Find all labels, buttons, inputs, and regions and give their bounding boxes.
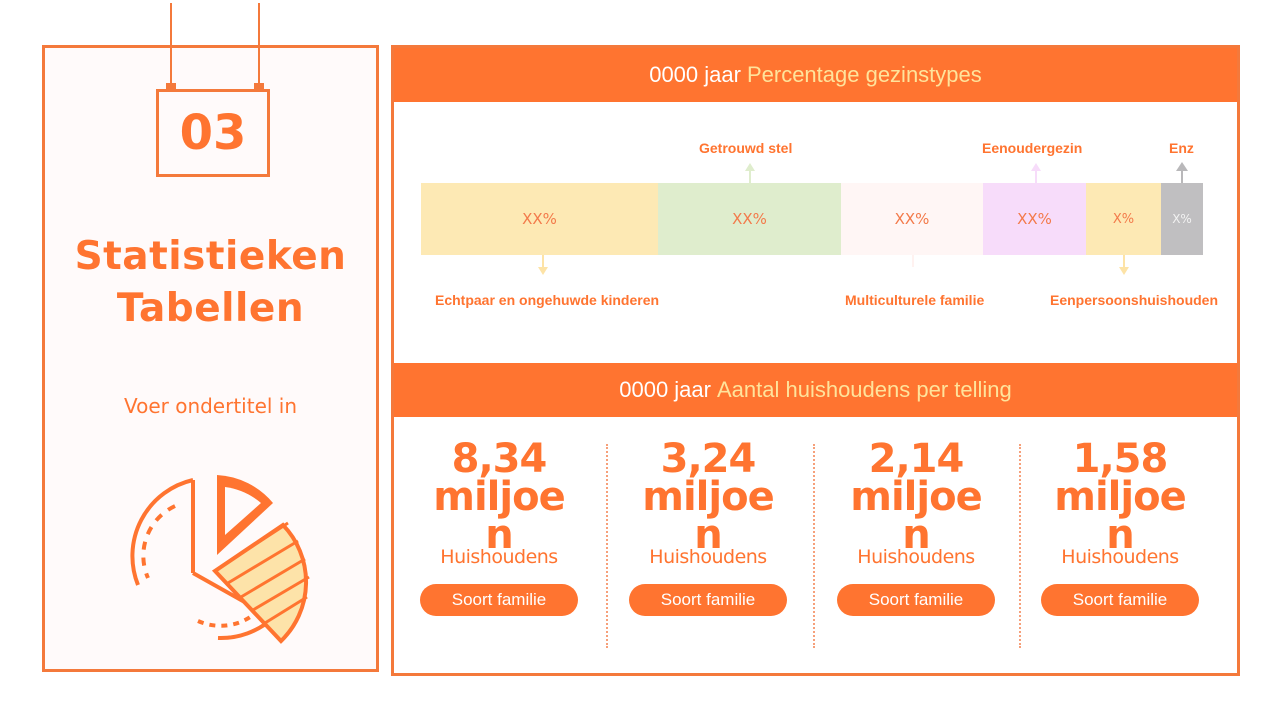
arrow-head-icon xyxy=(1176,162,1188,171)
stat-label: Huishoudens xyxy=(649,546,767,568)
section-header-percentages: 0000 jaar Percentage gezinstypes xyxy=(394,48,1237,102)
family-type-button[interactable]: Soort familie xyxy=(837,584,995,616)
divider xyxy=(813,444,815,648)
section-header-households: 0000 jaar Aantal huishoudens per telling xyxy=(394,363,1237,417)
hanger-line-left xyxy=(170,3,172,93)
label-echtpaar: Echtpaar en ongehuwde kinderen xyxy=(435,292,660,308)
stat-label: Huishoudens xyxy=(857,546,975,568)
label-multicultureel: Multiculturele familie xyxy=(845,292,985,308)
hanger-line-right xyxy=(258,3,260,93)
stat-card: 1,58 miljoen Huishoudens Soort familie xyxy=(1020,436,1220,616)
label-getrouwd: Getrouwd stel xyxy=(699,140,793,156)
header-year: 0000 jaar xyxy=(649,62,741,87)
stat-card: 8,34 miljoen Huishoudens Soort familie xyxy=(399,436,599,616)
title-panel: 03 Statistieken Tabellen Voer ondertitel… xyxy=(42,3,379,672)
stat-value: 1,58 miljoen xyxy=(1054,436,1186,558)
header-title: Percentage gezinstypes xyxy=(746,62,982,87)
arrow-down-icon xyxy=(912,255,914,267)
bar-segment-multicultureel: XX% xyxy=(841,183,983,255)
hanger-tab-right xyxy=(254,83,264,89)
label-eenouder: Eenoudergezin xyxy=(982,140,1083,156)
bar-segment-eenouder: XX% xyxy=(983,183,1086,255)
title-line-1: Statistieken xyxy=(74,234,347,279)
label-eenpersoons: Eenpersoonshuishouden xyxy=(1050,292,1219,308)
subtitle: Voer ondertitel in xyxy=(123,394,298,418)
arrow-head-icon xyxy=(1119,267,1129,275)
arrow-up-icon xyxy=(749,171,751,183)
bar-segment-getrouwd: XX% xyxy=(658,183,841,255)
arrow-down-icon xyxy=(1123,255,1125,269)
arrow-up-icon xyxy=(1181,170,1183,183)
bar-segment-enz: X% xyxy=(1161,183,1203,255)
stat-card: 2,14 miljoen Huishoudens Soort familie xyxy=(816,436,1016,616)
stat-label: Huishoudens xyxy=(440,546,558,568)
arrow-down-icon xyxy=(542,255,544,269)
family-type-button[interactable]: Soort familie xyxy=(1041,584,1199,616)
bar-segment-eenpersoons: X% xyxy=(1086,183,1161,255)
divider xyxy=(606,444,608,648)
divider xyxy=(1019,444,1021,648)
page-title: Statistieken Tabellen xyxy=(45,231,376,335)
arrow-up-icon xyxy=(1035,171,1037,183)
section-number: 03 xyxy=(156,89,270,177)
stat-value: 3,24 miljoen xyxy=(642,436,774,558)
arrow-head-icon xyxy=(745,163,755,171)
hanger-tab-left xyxy=(166,83,176,89)
label-enz: Enz xyxy=(1169,140,1194,156)
bar-segment-echtpaar: XX% xyxy=(421,183,658,255)
arrow-head-icon xyxy=(538,267,548,275)
header-title: Aantal huishoudens per telling xyxy=(716,377,1012,402)
header-year: 0000 jaar xyxy=(619,377,711,402)
family-type-button[interactable]: Soort familie xyxy=(629,584,787,616)
content-panel: 0000 jaar Percentage gezinstypes XX% XX%… xyxy=(391,45,1240,676)
stat-value: 8,34 miljoen xyxy=(433,436,565,558)
pie-chart-icon xyxy=(130,475,310,644)
stat-label: Huishoudens xyxy=(1061,546,1179,568)
title-line-2: Tabellen xyxy=(116,286,305,331)
family-type-button[interactable]: Soort familie xyxy=(420,584,578,616)
stat-value: 2,14 miljoen xyxy=(850,436,982,558)
arrow-head-icon xyxy=(1031,163,1041,171)
stat-card: 3,24 miljoen Huishoudens Soort familie xyxy=(608,436,808,616)
